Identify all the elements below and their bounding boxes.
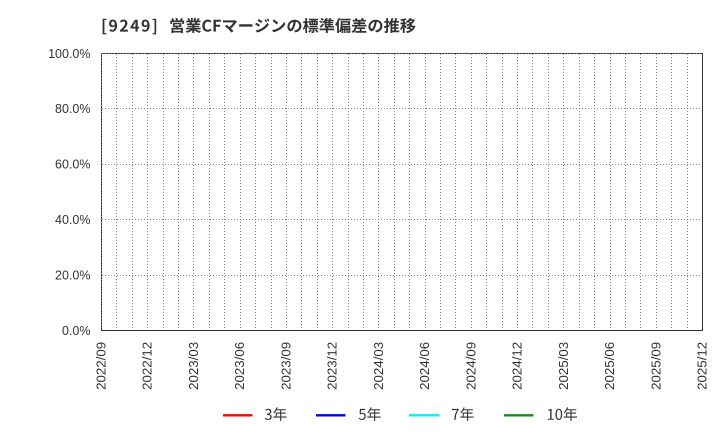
svg-text:2023/12: 2023/12 xyxy=(325,342,340,390)
svg-text:2023/03: 2023/03 xyxy=(186,342,201,390)
svg-text:0.0%: 0.0% xyxy=(62,324,91,338)
svg-text:2024/06: 2024/06 xyxy=(417,342,432,390)
svg-text:2024/03: 2024/03 xyxy=(371,342,386,390)
svg-text:2024/12: 2024/12 xyxy=(510,342,525,390)
svg-text:2022/12: 2022/12 xyxy=(140,342,155,390)
svg-text:2023/09: 2023/09 xyxy=(278,342,293,390)
svg-text:2025/06: 2025/06 xyxy=(602,342,617,390)
svg-text:2023/06: 2023/06 xyxy=(232,342,247,390)
svg-text:40.0%: 40.0% xyxy=(55,213,90,227)
svg-text:2024/09: 2024/09 xyxy=(463,342,478,390)
svg-text:2022/09: 2022/09 xyxy=(94,342,109,390)
svg-text:60.0%: 60.0% xyxy=(55,158,90,172)
svg-text:2025/03: 2025/03 xyxy=(556,342,571,390)
svg-text:2025/12: 2025/12 xyxy=(695,342,710,390)
svg-text:80.0%: 80.0% xyxy=(55,102,90,116)
svg-text:2025/09: 2025/09 xyxy=(648,342,663,390)
svg-text:20.0%: 20.0% xyxy=(55,268,90,282)
svg-text:100.0%: 100.0% xyxy=(48,47,90,61)
